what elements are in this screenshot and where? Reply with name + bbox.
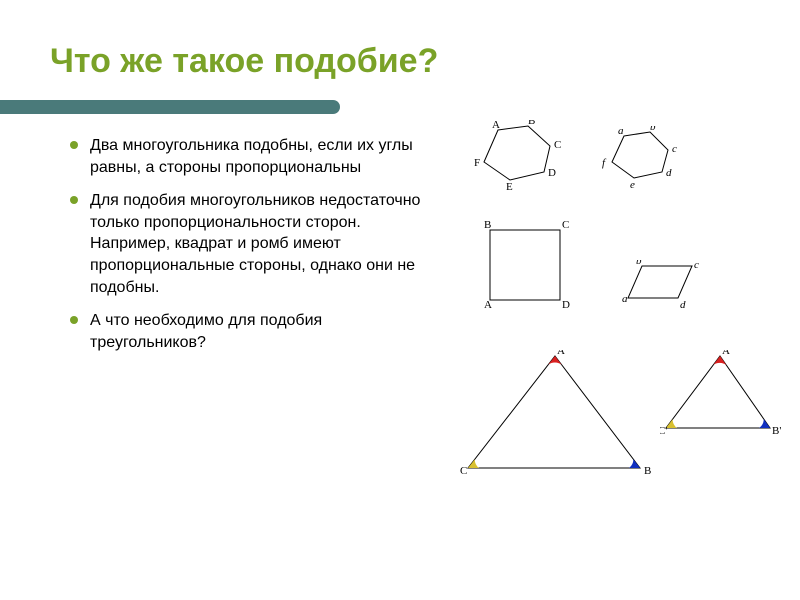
svg-text:F: F — [474, 157, 480, 169]
triangle-small: A' B' C' — [660, 350, 790, 445]
list-item: А что необходимо для подобия треугольник… — [70, 310, 440, 353]
svg-text:C': C' — [660, 425, 667, 437]
svg-text:A': A' — [722, 350, 732, 357]
rhombus: b c d a — [620, 260, 710, 316]
slide: Что же такое подобие? Два многоугольника… — [0, 0, 800, 600]
svg-text:f: f — [602, 157, 607, 169]
svg-text:B: B — [528, 120, 535, 127]
hexagon-small: a b cd e f — [600, 126, 690, 198]
svg-text:a: a — [622, 293, 628, 305]
svg-text:d: d — [666, 167, 672, 179]
title-underline — [0, 100, 340, 114]
svg-text:C: C — [562, 220, 569, 231]
svg-text:D: D — [562, 299, 570, 311]
bullet-text: А что необходимо для подобия треугольник… — [90, 310, 440, 353]
triangle-big: A B C — [460, 350, 660, 485]
svg-text:B': B' — [772, 425, 781, 437]
bullet-list: Два многоугольника подобны, если их углы… — [70, 135, 440, 365]
svg-text:A: A — [557, 350, 565, 357]
svg-text:D: D — [548, 167, 556, 179]
bullet-text: Два многоугольника подобны, если их углы… — [90, 135, 440, 178]
figures-panel: ABCDEF abcdef BCDA bcda ABC A'B'C' — [470, 120, 780, 580]
svg-text:b: b — [650, 126, 656, 133]
svg-text:a: a — [618, 126, 624, 137]
svg-text:c: c — [672, 143, 677, 155]
svg-text:A: A — [492, 120, 500, 131]
bullet-dot-icon — [70, 316, 78, 324]
svg-text:A: A — [484, 299, 492, 311]
square: B C D A — [480, 220, 580, 320]
bullet-dot-icon — [70, 196, 78, 204]
hexagon-big: A B C D E F — [470, 120, 570, 200]
svg-text:C: C — [460, 465, 467, 477]
svg-text:C: C — [554, 139, 561, 151]
svg-text:B: B — [484, 220, 491, 231]
bullet-dot-icon — [70, 141, 78, 149]
svg-text:c: c — [694, 260, 699, 271]
bullet-text: Для подобия многоугольников недостаточно… — [90, 190, 440, 298]
svg-text:d: d — [680, 299, 686, 311]
list-item: Для подобия многоугольников недостаточно… — [70, 190, 440, 298]
svg-text:e: e — [630, 179, 635, 191]
svg-text:B: B — [644, 465, 651, 477]
slide-title: Что же такое подобие? — [50, 42, 438, 81]
svg-text:E: E — [506, 181, 513, 193]
list-item: Два многоугольника подобны, если их углы… — [70, 135, 440, 178]
svg-text:b: b — [636, 260, 642, 267]
